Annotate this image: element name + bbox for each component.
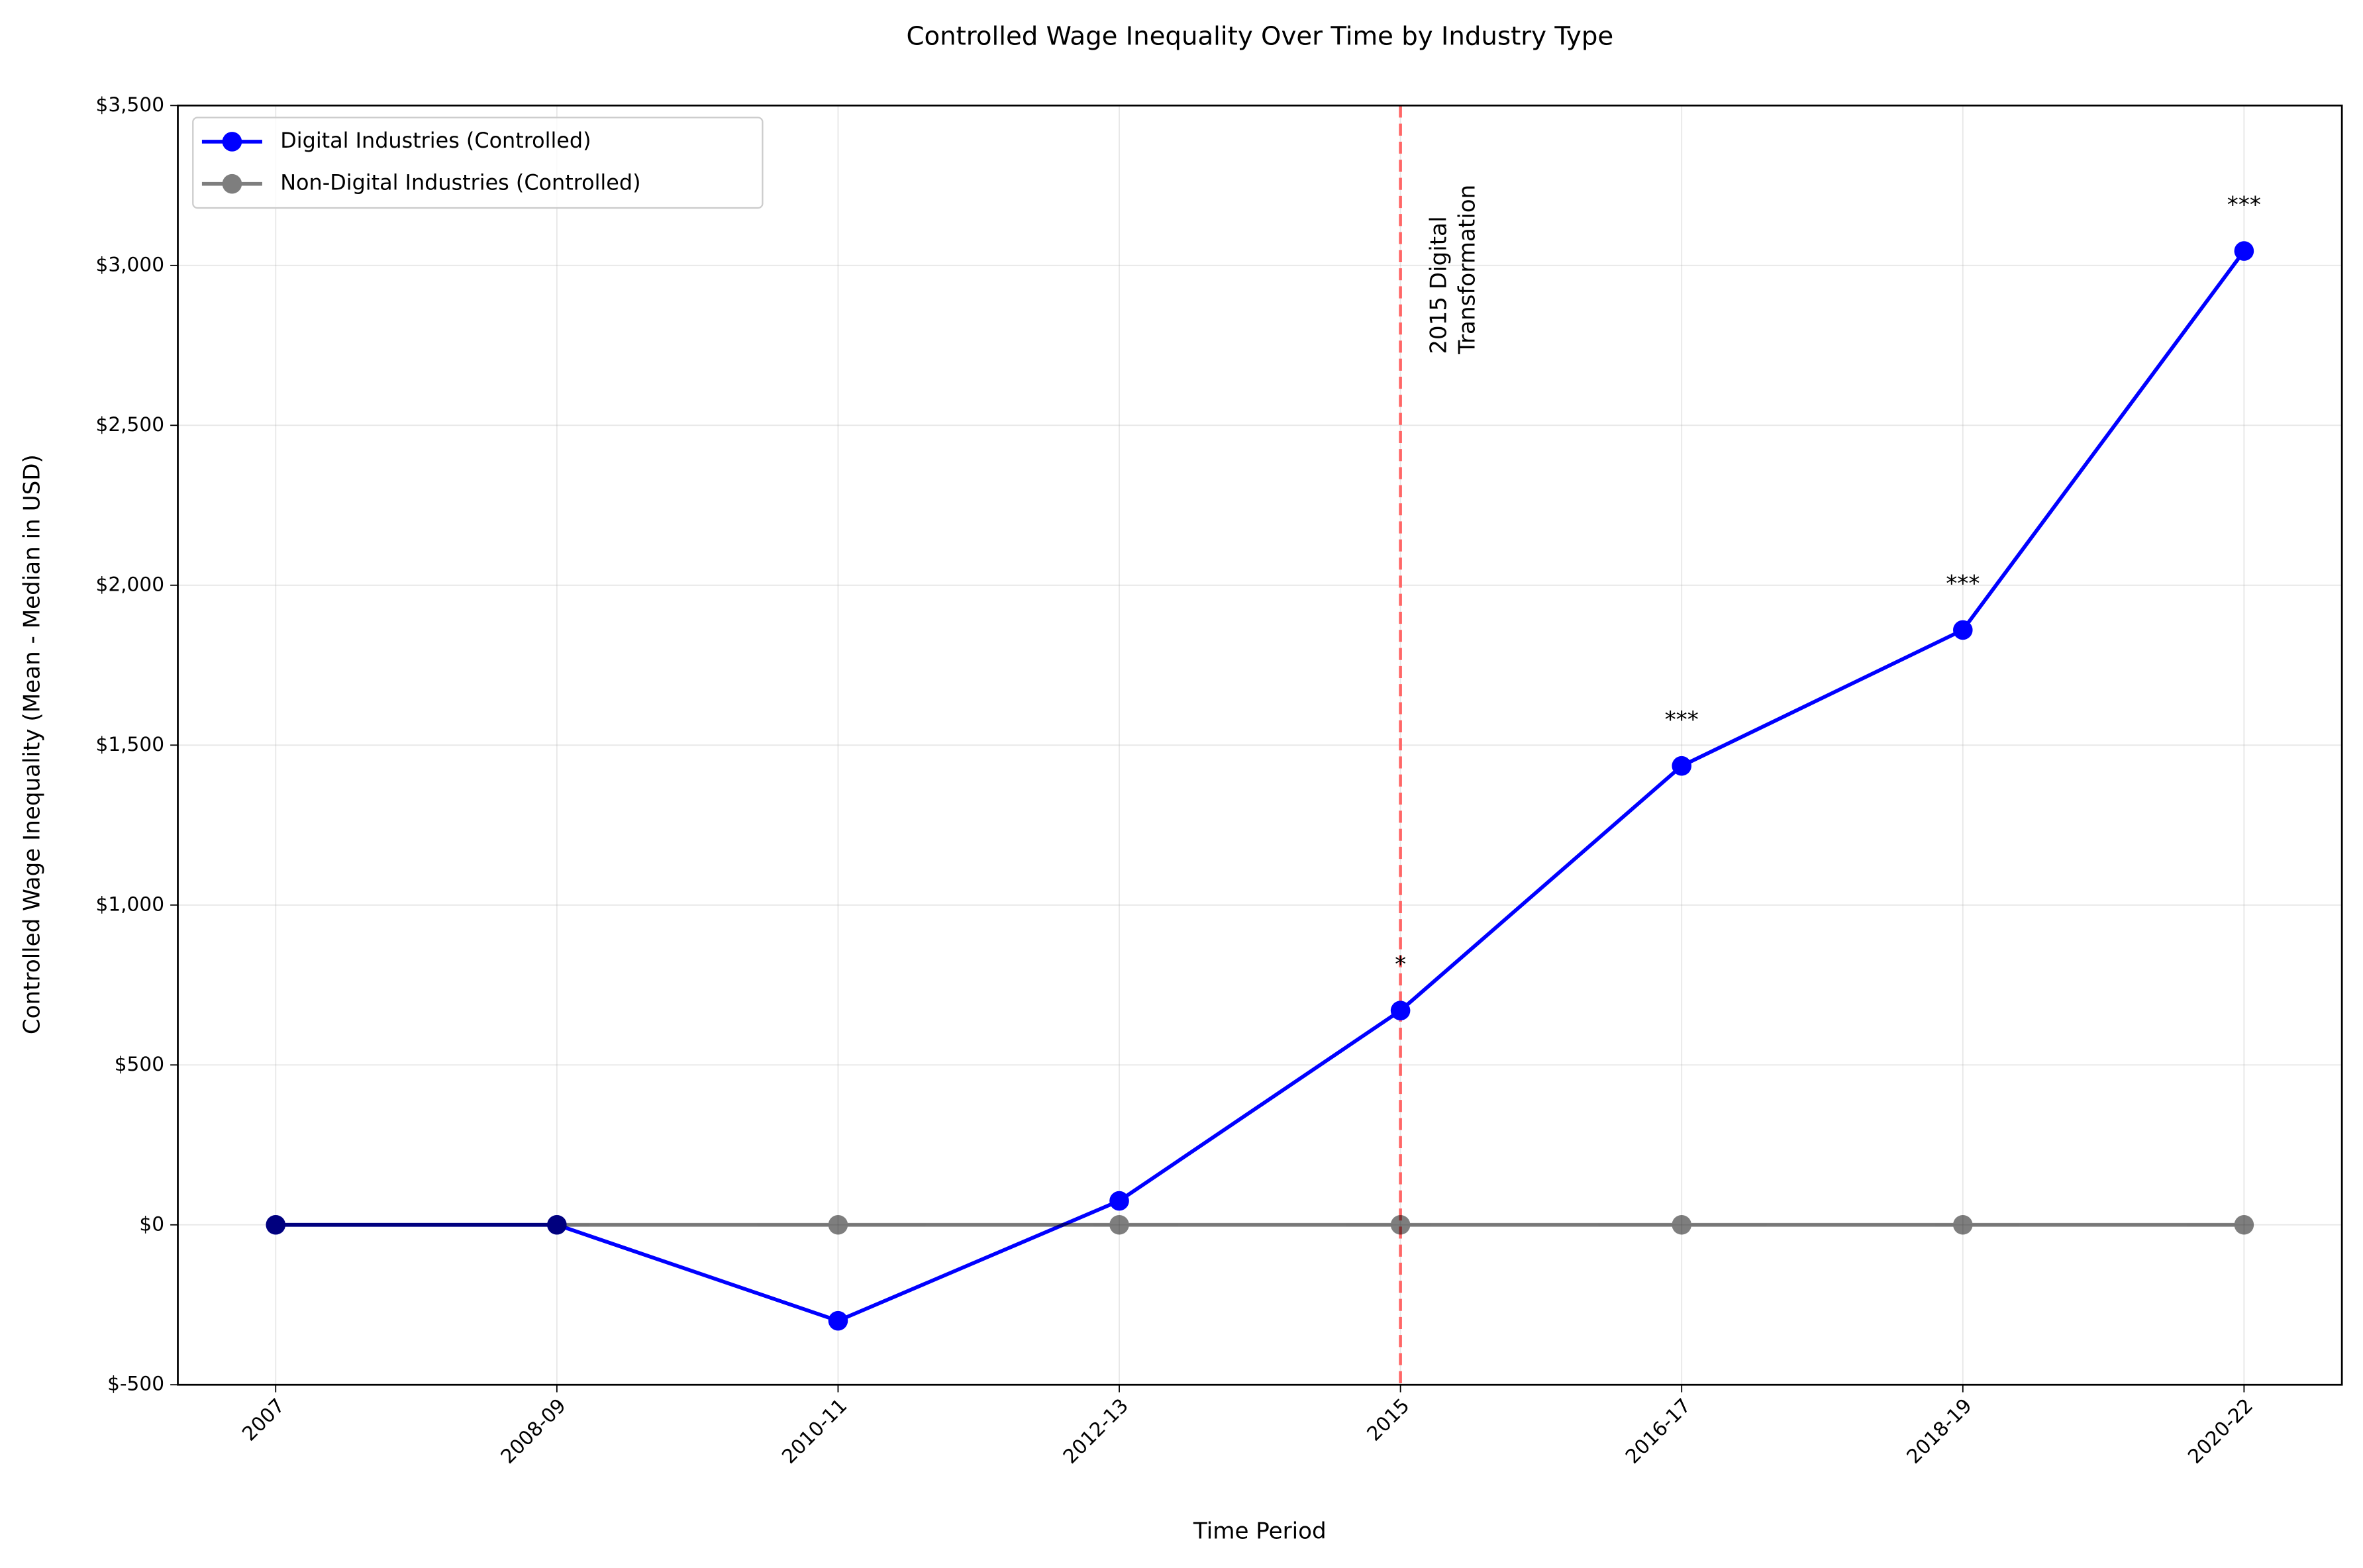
y-tick-label: $2,500 bbox=[96, 413, 165, 436]
legend-label: Digital Industries (Controlled) bbox=[280, 128, 591, 153]
data-point bbox=[1109, 1191, 1129, 1211]
x-tick-label: 2015 bbox=[1362, 1394, 1413, 1445]
y-tick-label: $-500 bbox=[107, 1373, 164, 1395]
y-tick-label: $0 bbox=[139, 1212, 164, 1235]
data-point bbox=[1672, 1214, 1691, 1235]
data-point bbox=[1672, 756, 1691, 776]
series bbox=[266, 1214, 2254, 1235]
data-point bbox=[1953, 1214, 1973, 1235]
y-axis-label: Controlled Wage Inequality (Mean - Media… bbox=[19, 454, 46, 1034]
y-tick-label: $1,000 bbox=[96, 893, 165, 915]
reference-label: 2015 Digital bbox=[1425, 216, 1452, 354]
data-point bbox=[266, 1214, 286, 1235]
data-point bbox=[2234, 1214, 2254, 1235]
significance-label: *** bbox=[1665, 707, 1699, 733]
y-tick-label: $3,000 bbox=[96, 253, 165, 275]
y-tick-label: $2,000 bbox=[96, 573, 165, 595]
x-tick-label: 2010-11 bbox=[778, 1394, 851, 1467]
x-tick-label: 2020-22 bbox=[2184, 1394, 2257, 1467]
reference-label: Transformation bbox=[1454, 185, 1481, 355]
significance-label: * bbox=[1395, 951, 1406, 977]
data-point bbox=[2234, 241, 2254, 261]
data-point bbox=[828, 1310, 848, 1331]
data-point bbox=[1390, 1214, 1411, 1235]
legend-box bbox=[192, 117, 764, 209]
series-line bbox=[276, 250, 2246, 1323]
significance-label: *** bbox=[2227, 191, 2261, 218]
x-tick-label: 2018-19 bbox=[1902, 1394, 1976, 1467]
data-point bbox=[828, 1214, 848, 1235]
y-tick-label: $500 bbox=[115, 1053, 164, 1075]
legend-marker bbox=[222, 173, 242, 194]
y-tick-label: $1,500 bbox=[96, 733, 165, 756]
plot-frame bbox=[177, 104, 2343, 1386]
y-tick-label: $3,500 bbox=[96, 93, 165, 116]
significance-label: *** bbox=[1946, 571, 1980, 597]
legend-entry bbox=[201, 132, 262, 152]
data-point bbox=[1390, 1001, 1411, 1020]
x-tick-label: 2007 bbox=[238, 1394, 289, 1445]
data-point bbox=[1109, 1214, 1129, 1235]
x-axis-label: Time Period bbox=[1193, 1518, 1327, 1545]
data-point bbox=[547, 1214, 567, 1235]
legend-entry bbox=[201, 173, 262, 194]
x-tick-label: 2008-09 bbox=[496, 1394, 570, 1467]
legend-marker bbox=[222, 132, 242, 152]
series bbox=[266, 241, 2254, 1331]
chart-title: Controlled Wage Inequality Over Time by … bbox=[906, 21, 1613, 51]
x-tick-label: 2016-17 bbox=[1621, 1394, 1695, 1467]
data-point bbox=[1953, 620, 1973, 640]
legend-label: Non-Digital Industries (Controlled) bbox=[280, 170, 640, 195]
x-tick-label: 2012-13 bbox=[1059, 1394, 1132, 1467]
